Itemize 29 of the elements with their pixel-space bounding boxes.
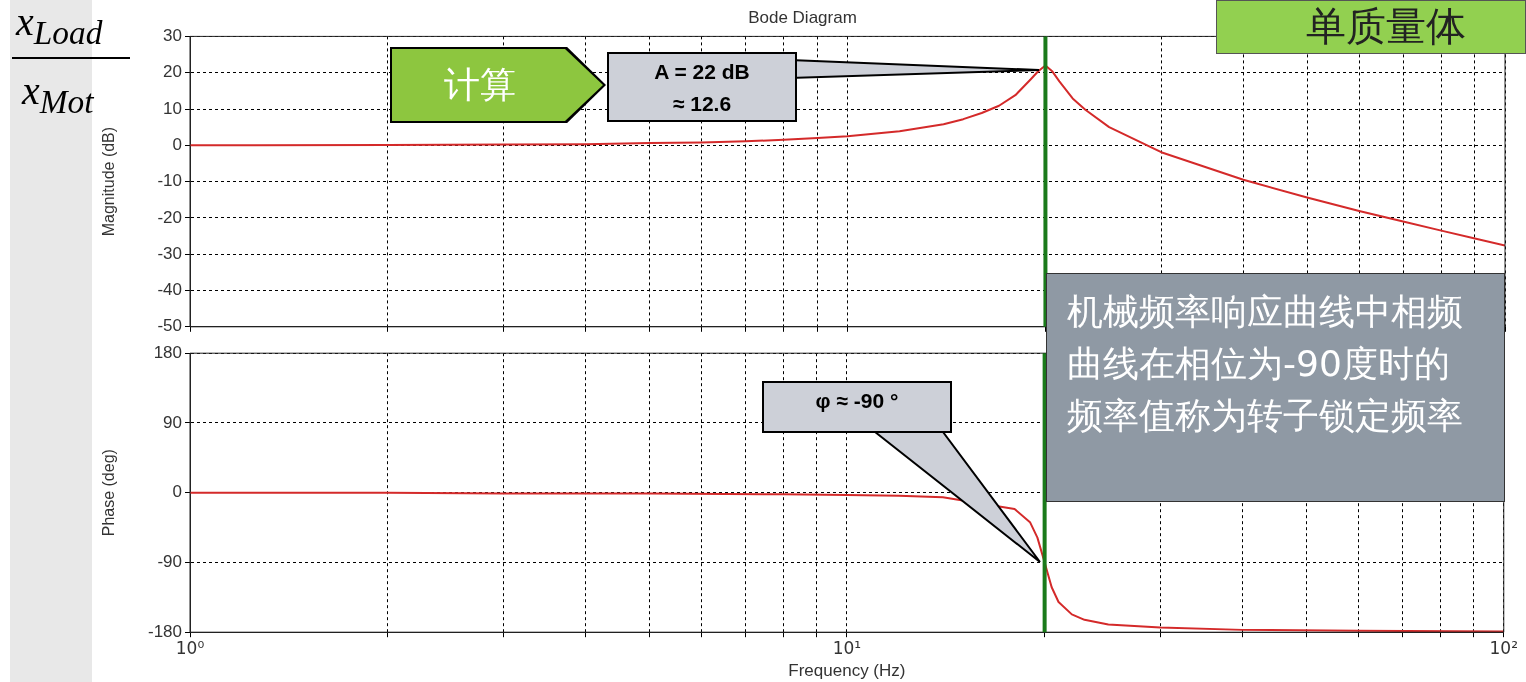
- text-box: 机械频率响应曲线中相频曲线在相位为-90度时的频率值称为转子锁定频率: [1046, 273, 1505, 502]
- arrow-sign: 计算: [390, 47, 606, 123]
- y-tick-label: 180: [153, 342, 182, 362]
- y-tick-label: 90: [163, 412, 182, 432]
- y-tick-label: -40: [157, 280, 182, 300]
- y-tick-label: -20: [157, 207, 182, 227]
- y-axis-title: Phase (deg): [100, 449, 118, 537]
- y-tick-label: 0: [172, 134, 182, 154]
- y-tick-label: -10: [157, 171, 182, 191]
- y-tick-label: -50: [157, 316, 182, 336]
- text: x$_{Load}$: [12, 0, 130, 59]
- chart-title: Bode Diagram: [748, 7, 857, 27]
- x-tick-label: 10²: [1489, 637, 1518, 658]
- annotation: φ ≈ -90 °: [762, 381, 952, 433]
- text: x$_{Mot}$: [20, 67, 95, 122]
- y-tick-label: -30: [157, 243, 182, 263]
- y-tick-label: 30: [163, 26, 182, 46]
- annotation: 计算: [443, 63, 517, 107]
- label-box: 单质量体: [1216, 0, 1526, 54]
- y-tick-label: 0: [172, 482, 182, 502]
- callout: φ ≈ -90 °: [762, 381, 1040, 562]
- y-tick-label: 20: [163, 62, 182, 82]
- y-tick-label: 10: [163, 98, 182, 118]
- x-axis-title: Frequency (Hz): [788, 661, 906, 681]
- callout: A = 22 dB ≈ 12.6: [607, 52, 1039, 122]
- y-axis-title: Magnitude (dB): [100, 126, 118, 237]
- annotation: A = 22 dB ≈ 12.6: [607, 52, 797, 122]
- x-tick-label: 10¹: [832, 637, 862, 658]
- y-tick-label: -90: [157, 552, 182, 572]
